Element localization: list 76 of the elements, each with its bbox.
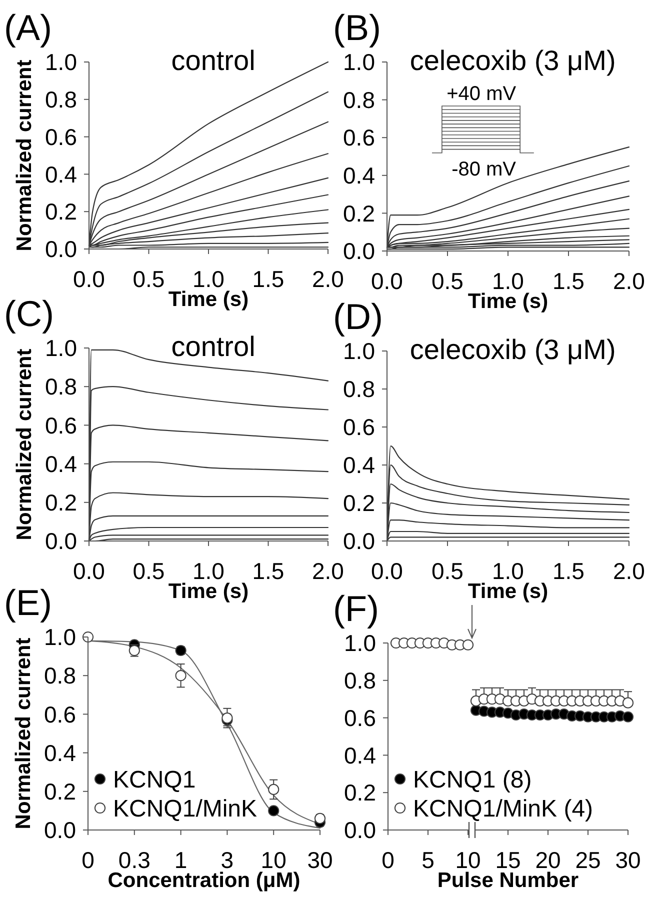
x-tick-label: 0 — [82, 847, 94, 873]
x-tick-label: 2.0 — [312, 558, 344, 584]
y-tick-label: 0.6 — [343, 414, 375, 440]
y-tick-label: 0.2 — [45, 489, 77, 516]
legend-label: KCNQ1/MinK (4) — [413, 795, 594, 822]
legend-label: KCNQ1 — [113, 766, 196, 794]
annotation: +40 mV — [446, 82, 517, 105]
y-tick-label: 0.6 — [344, 704, 376, 731]
y-tick-label: 1.0 — [45, 335, 77, 362]
y-tick-label: 0.6 — [45, 412, 77, 438]
y-tick-label: 0.8 — [44, 662, 76, 689]
y-tick-label: 0.4 — [343, 452, 376, 478]
chart-title: (A) — [4, 7, 52, 48]
annotation: control — [171, 45, 256, 76]
y-axis-title: Normalized current — [13, 60, 36, 252]
x-tick-label: 0.0 — [371, 268, 403, 294]
y-axis-title: Normalized current — [13, 348, 36, 540]
x-tick-label: 2.0 — [312, 266, 344, 292]
y-tick-label: 1.0 — [343, 49, 375, 76]
y-tick-label: 0.4 — [344, 742, 376, 768]
y-tick-label: 0.2 — [343, 200, 375, 226]
y-tick-label: 0.8 — [343, 376, 375, 402]
x-tick-label: 0.0 — [73, 558, 105, 584]
y-tick-label: 1.0 — [44, 624, 76, 650]
y-tick-label: 0.6 — [343, 124, 375, 151]
x-tick-label: 0.5 — [132, 558, 165, 584]
y-tick-label: 0.8 — [344, 667, 376, 694]
annotation: -80 mV — [452, 158, 517, 180]
x-tick-label: 1.5 — [252, 558, 284, 584]
chart-title: (E) — [4, 582, 52, 623]
x-tick-label: 0.0 — [371, 558, 403, 584]
y-tick-label: 0.6 — [44, 701, 76, 728]
chart-title: (D) — [333, 296, 383, 337]
y-tick-label: 1.0 — [344, 630, 376, 656]
y-tick-label: 0.0 — [343, 238, 375, 264]
x-tick-label: 5 — [422, 847, 434, 873]
x-tick-label: 1.5 — [552, 558, 584, 584]
x-tick-label: 1.5 — [552, 268, 584, 294]
y-tick-label: 0.0 — [344, 817, 376, 844]
legend-label: KCNQ1/MinK — [113, 795, 258, 822]
y-tick-label: 0.2 — [344, 780, 376, 806]
y-tick-label: 0.8 — [45, 374, 77, 400]
chart-title: (F) — [333, 588, 379, 629]
y-tick-label: 0.4 — [343, 162, 376, 188]
y-tick-label: 0.2 — [44, 778, 76, 804]
x-tick-label: 0 — [382, 847, 394, 873]
y-tick-label: 0.4 — [45, 450, 78, 477]
y-tick-label: 0.0 — [45, 236, 77, 262]
y-tick-label: 0.0 — [343, 528, 375, 554]
y-tick-label: 0.4 — [44, 740, 76, 766]
y-tick-label: 1.0 — [343, 338, 375, 364]
x-tick-label: 0.5 — [132, 266, 165, 292]
chart-title: (B) — [333, 7, 381, 48]
y-tick-label: 0.2 — [343, 490, 375, 516]
y-tick-label: 0.4 — [45, 161, 78, 188]
x-tick-label: 2.0 — [613, 558, 645, 584]
legend-label: KCNQ1 (8) — [413, 766, 532, 794]
y-tick-label: 1.0 — [45, 49, 77, 76]
y-tick-label: 0.0 — [45, 528, 77, 554]
chart-title: (C) — [4, 293, 54, 334]
x-tick-label: 1.5 — [252, 266, 284, 292]
annotation: celecoxib (3 μM) — [410, 334, 616, 365]
y-tick-label: 0.0 — [44, 817, 76, 844]
x-tick-label: 30 — [307, 847, 333, 873]
y-tick-label: 0.8 — [343, 86, 375, 113]
x-tick-label: 0.0 — [73, 266, 105, 292]
x-tick-label: 30 — [615, 847, 641, 873]
y-tick-label: 0.8 — [45, 86, 77, 112]
annotation: control — [171, 331, 256, 362]
y-axis-title: Normalized current — [12, 638, 35, 830]
y-tick-label: 0.6 — [45, 124, 77, 150]
y-tick-label: 0.2 — [45, 198, 77, 225]
x-tick-label: 2.0 — [613, 268, 645, 294]
annotation: celecoxib (3 μM) — [410, 45, 616, 76]
x-tick-label: 0.5 — [432, 268, 464, 294]
x-tick-label: 0.5 — [432, 558, 464, 584]
